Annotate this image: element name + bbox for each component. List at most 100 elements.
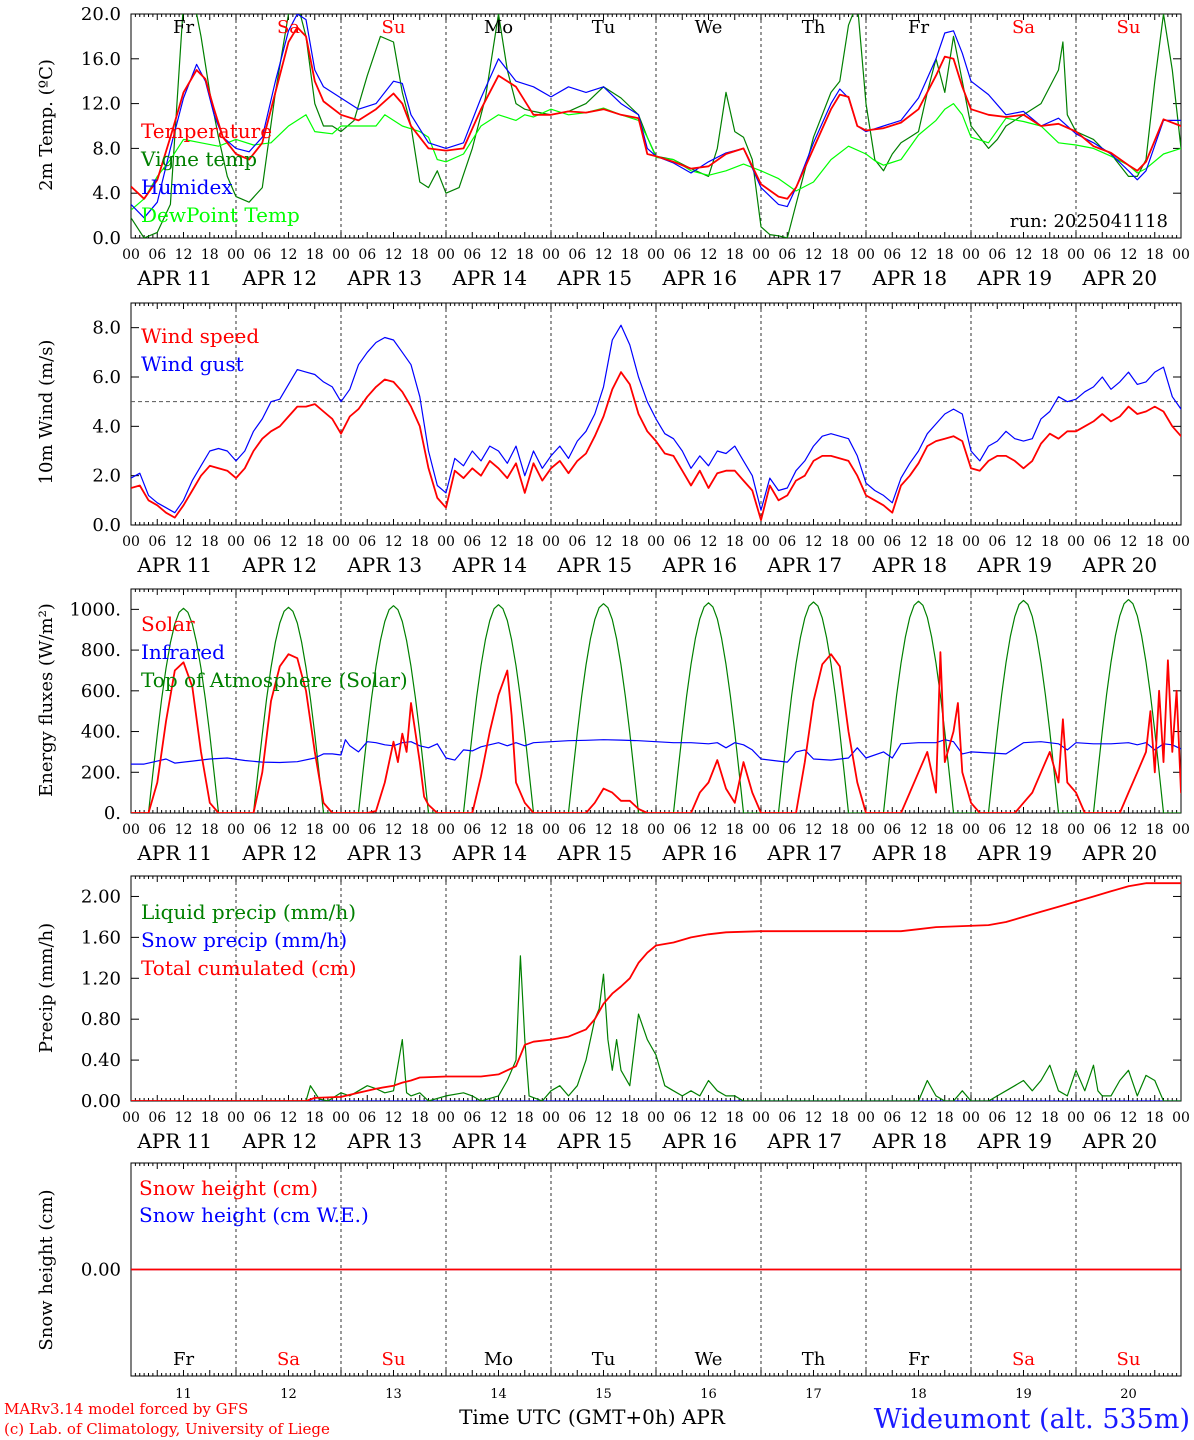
hour-tick-label: 06 — [1093, 247, 1111, 263]
hour-tick-label: 06 — [988, 534, 1006, 550]
hour-tick-label: 00 — [752, 822, 770, 838]
weekday-label: Fr — [173, 1349, 194, 1370]
hour-tick-label: 00 — [227, 247, 245, 263]
y-tick-label: 600. — [81, 681, 121, 702]
weekday-label: Sa — [1012, 17, 1035, 38]
hour-tick-label: 00 — [227, 1110, 245, 1126]
hour-tick-label: 06 — [673, 534, 691, 550]
day-number: 13 — [385, 1387, 402, 1402]
hour-tick-label: 06 — [148, 1110, 166, 1126]
hour-tick-label: 18 — [726, 534, 744, 550]
date-label: APR 18 — [871, 266, 947, 290]
hour-tick-label: 00 — [1067, 1110, 1085, 1126]
hour-tick-label: 12 — [595, 534, 613, 550]
hour-tick-label: 00 — [437, 247, 455, 263]
hour-tick-label: 18 — [1146, 534, 1164, 550]
hour-tick-label: 12 — [490, 822, 508, 838]
hour-tick-label: 06 — [358, 534, 376, 550]
hour-tick-label: 12 — [280, 534, 298, 550]
y-tick-label: 0.80 — [81, 1009, 121, 1030]
hour-tick-label: 06 — [988, 247, 1006, 263]
series-line-wind-speed — [131, 371, 1181, 521]
hour-tick-label: 12 — [805, 247, 823, 263]
date-label: APR 14 — [451, 266, 527, 290]
hour-tick-label: 00 — [227, 822, 245, 838]
hour-tick-label: 00 — [857, 822, 875, 838]
hour-tick-label: 06 — [358, 822, 376, 838]
date-label: APR 19 — [976, 266, 1052, 290]
hour-tick-label: 06 — [883, 1110, 901, 1126]
hour-tick-label: 18 — [306, 534, 324, 550]
weekday-label: Th — [802, 1349, 826, 1370]
day-number: 16 — [700, 1387, 717, 1402]
hour-tick-label: 18 — [1146, 247, 1164, 263]
hour-tick-label: 00 — [122, 822, 140, 838]
date-label: APR 12 — [241, 841, 317, 865]
series-line-liquid-precip-mm-h- — [131, 955, 1181, 1101]
hour-tick-label: 00 — [647, 534, 665, 550]
hour-tick-label: 06 — [568, 1110, 586, 1126]
station-label: Wideumont (alt. 535m) — [874, 1404, 1190, 1435]
y-tick-label: 2.00 — [81, 886, 121, 907]
hour-tick-label: 00 — [122, 534, 140, 550]
hour-tick-label: 06 — [463, 1110, 481, 1126]
hour-tick-label: 12 — [595, 822, 613, 838]
hour-tick-label: 18 — [516, 822, 534, 838]
hour-tick-label: 12 — [910, 1110, 928, 1126]
y-tick-label: 16.0 — [81, 49, 121, 70]
hour-ticks — [130, 14, 1182, 238]
weekday-label: Mo — [484, 17, 513, 38]
y-tick-label: 0.00 — [81, 1260, 121, 1281]
hour-tick-label: 18 — [201, 534, 219, 550]
date-label: APR 17 — [766, 1129, 842, 1153]
legend-entry: Wind speed — [141, 324, 259, 348]
hour-tick-label: 12 — [1120, 1110, 1138, 1126]
date-label: APR 16 — [661, 1129, 737, 1153]
legend-entry: Total cumulated (cm) — [141, 956, 357, 980]
day-number: 17 — [805, 1387, 822, 1402]
hour-tick-label: 12 — [805, 1110, 823, 1126]
hour-tick-label: 12 — [280, 1110, 298, 1126]
series-line-infrared — [131, 739, 1181, 765]
hour-tick-label: 00 — [1067, 822, 1085, 838]
hour-tick-label: 12 — [385, 247, 403, 263]
date-label: APR 19 — [976, 1129, 1052, 1153]
x-axis: 00 06 12 18 00 06 12 18 00 06 12 18 00 06 12 18 00 06 12 18… — [122, 534, 1190, 577]
y-tick-label: 0.00 — [81, 1091, 121, 1112]
hour-tick-label: 00 — [332, 1110, 350, 1126]
hour-tick-label: 00 — [962, 534, 980, 550]
y-axis-label: 2m Temp. (ºC) — [36, 59, 57, 191]
date-label: APR 20 — [1081, 553, 1157, 577]
legend-entry: Top of Atmosphere (Solar) — [141, 668, 408, 692]
hour-tick-label: 00 — [1172, 247, 1190, 263]
legend-entry: DewPoint Temp — [141, 203, 300, 227]
legend-entry: Snow height (cm) — [139, 1176, 318, 1200]
hour-tick-label: 18 — [1146, 822, 1164, 838]
date-label: APR 12 — [241, 553, 317, 577]
hour-tick-label: 12 — [385, 1110, 403, 1126]
hour-tick-label: 06 — [253, 822, 271, 838]
x-axis-title: Time UTC (GMT+0h) APR — [459, 1405, 726, 1429]
series-line-top-of-atmosphere-solar- — [131, 599, 1181, 813]
hour-tick-label: 06 — [358, 1110, 376, 1126]
hour-tick-label: 12 — [1015, 822, 1033, 838]
weekday-label: We — [695, 1349, 723, 1370]
weekday-label: Sa — [1012, 1349, 1035, 1370]
date-label: APR 11 — [136, 1129, 212, 1153]
hour-tick-label: 12 — [1120, 822, 1138, 838]
hour-tick-label: 00 — [962, 247, 980, 263]
hour-tick-label: 06 — [778, 534, 796, 550]
day-number: 14 — [490, 1387, 507, 1402]
y-tick-label: 0.0 — [92, 515, 121, 536]
hour-tick-label: 12 — [280, 822, 298, 838]
hour-tick-label: 18 — [516, 534, 534, 550]
y-tick-label: 0. — [104, 803, 121, 824]
weekday-label: Su — [1117, 1349, 1141, 1370]
hour-tick-label: 00 — [857, 1110, 875, 1126]
hour-tick-label: 18 — [201, 822, 219, 838]
day-number: 11 — [175, 1387, 192, 1402]
hour-tick-label: 18 — [831, 247, 849, 263]
hour-tick-label: 00 — [437, 822, 455, 838]
panel-4: 0.00 0.40 0.80 1.20 1.60 2.00 Precip (mm/h) Liq… — [36, 875, 1190, 1153]
weekday-label: Th — [802, 17, 826, 38]
